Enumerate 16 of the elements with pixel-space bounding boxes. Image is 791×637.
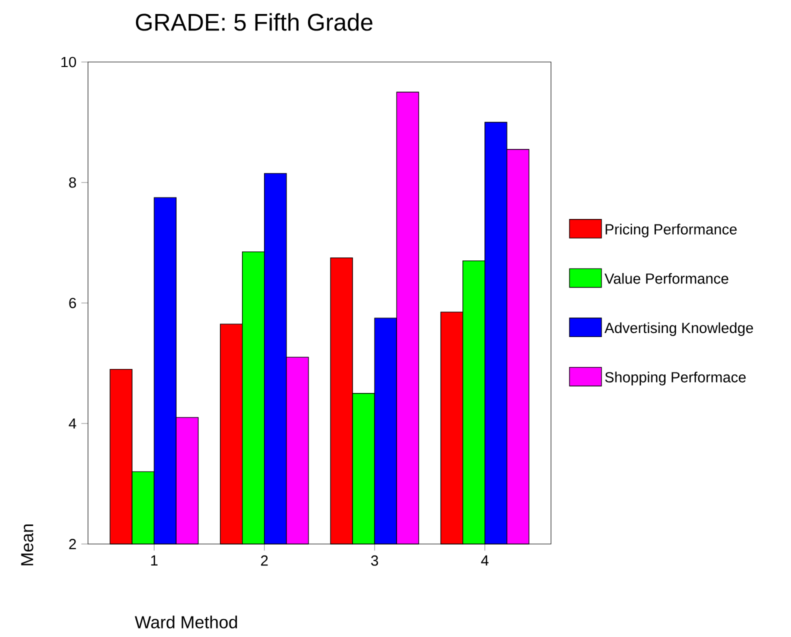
legend-label: Advertising Knowledge (604, 322, 754, 336)
y-tick-label: 6 (69, 298, 76, 308)
x-tick-label: 2 (261, 555, 268, 566)
y-tick-label: 4 (68, 418, 76, 429)
chart-title: GRADE: 5 Fifth Grade (136, 13, 372, 31)
y-axis-title: Mean (21, 524, 34, 566)
y-tick-label: 8 (69, 177, 76, 188)
x-tick-label: 4 (481, 555, 488, 566)
legend-label: Shopping Performace (605, 372, 746, 386)
legend-label: Pricing Performance (606, 224, 737, 238)
x-tick-label: 1 (151, 555, 158, 566)
legend-label: Value Performance (604, 273, 728, 284)
x-axis-title: Ward Method (134, 616, 237, 628)
y-tick-label: 10 (61, 56, 76, 68)
x-tick-label: 3 (371, 555, 378, 566)
y-tick-label: 2 (69, 538, 76, 550)
